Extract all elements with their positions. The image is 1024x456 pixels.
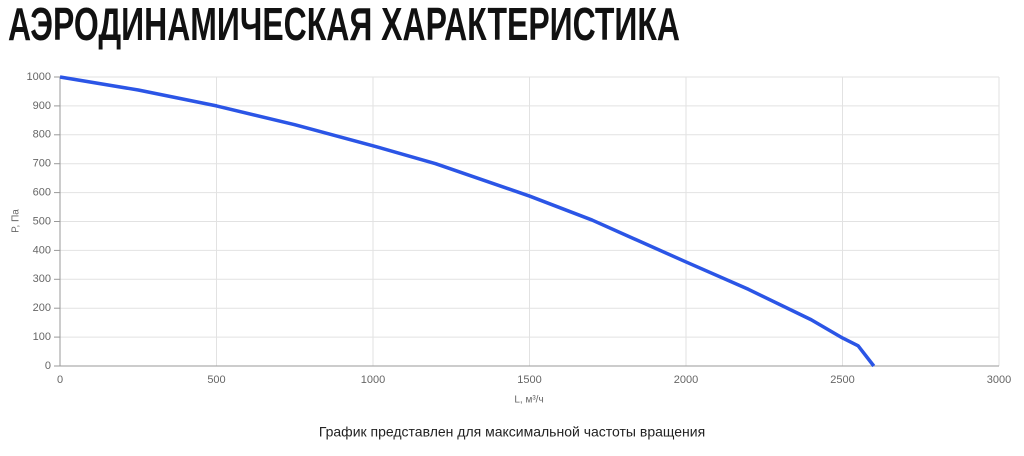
y-tick-label: 1000 [27,71,51,83]
x-tick-label: 0 [57,374,63,386]
y-tick-label: 400 [33,244,51,256]
x-tick-label: 1000 [361,374,385,386]
y-tick-label: 900 [33,100,51,112]
x-tick-label: 3000 [987,374,1011,386]
y-tick-label: 700 [33,158,51,170]
x-tick-label: 1500 [517,374,541,386]
x-axis-label: L, м³/ч [514,395,543,406]
y-tick-label: 800 [33,129,51,141]
y-tick-label: 100 [33,331,51,343]
line [59,75,876,368]
y-tick-label: 500 [33,215,51,227]
y-tick-label: 300 [33,273,51,285]
chart-title: АЭРОДИНАМИЧЕСКАЯ ХАРАКТЕРИСТИКА [8,0,680,50]
caption: График представлен для максимальной част… [319,424,705,440]
y-axis-label: P, Па [11,209,22,233]
x-tick-label: 2500 [830,374,854,386]
y-tick-label: 200 [33,302,51,314]
x-tick-label: 500 [207,374,225,386]
y-tick-label: 0 [45,360,51,372]
x-tick-label: 2000 [674,374,698,386]
y-tick-label: 600 [33,187,51,199]
